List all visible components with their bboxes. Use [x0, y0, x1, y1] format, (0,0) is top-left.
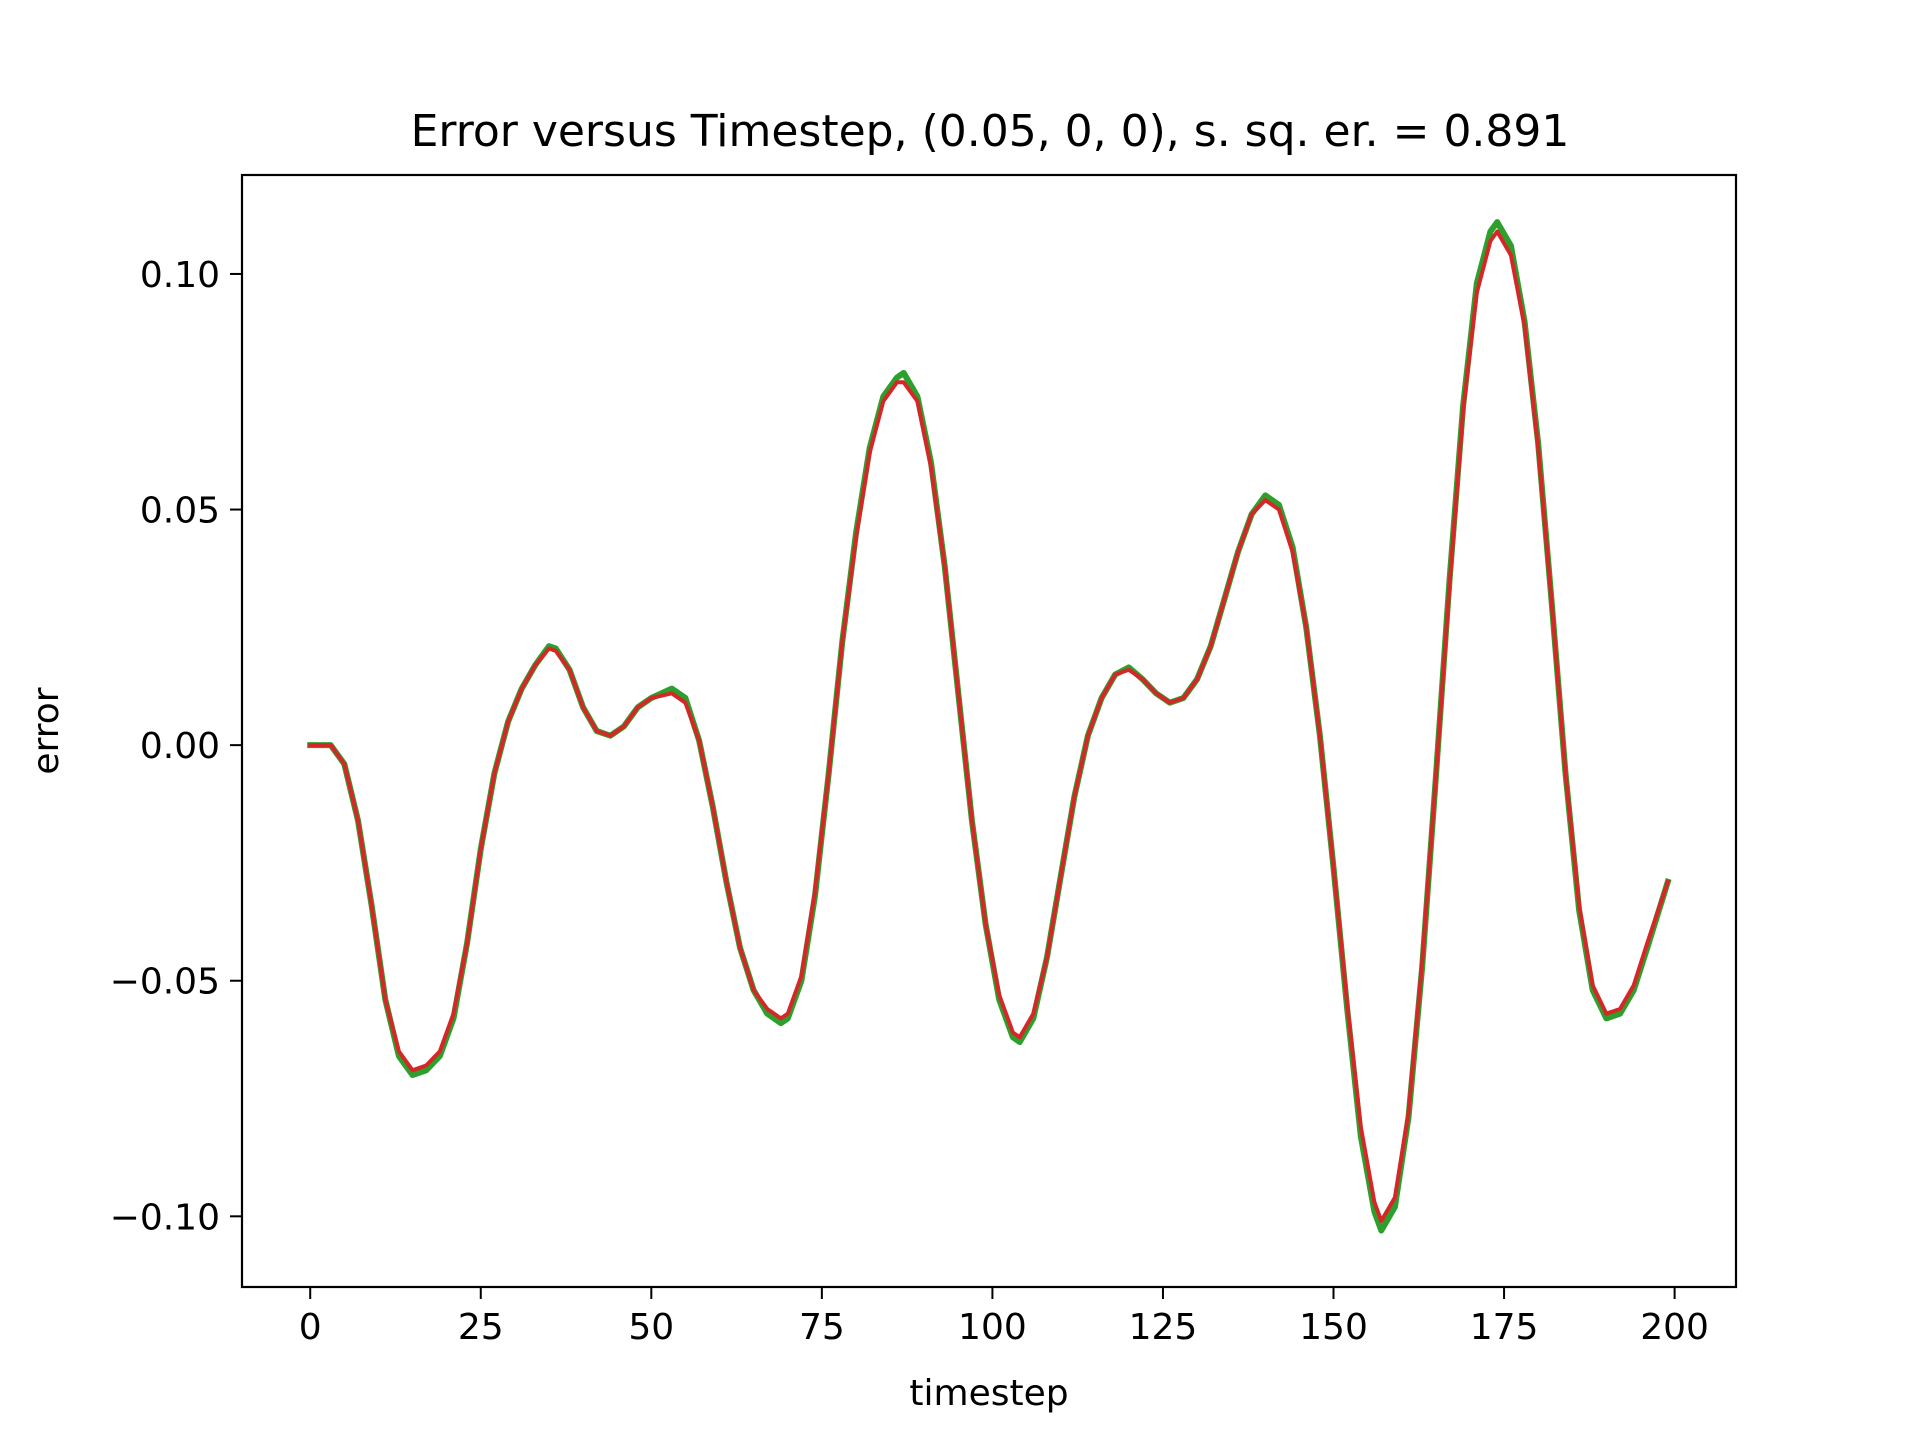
x-tick-label: 50 — [628, 1307, 674, 1348]
x-tick-label: 25 — [458, 1307, 504, 1348]
y-tick-label: −0.10 — [110, 1197, 220, 1238]
y-tick-label: 0.00 — [140, 726, 220, 767]
plot-frame — [240, 173, 1738, 1289]
x-tick-label: 175 — [1470, 1307, 1539, 1348]
series-line-2 — [308, 229, 1671, 1223]
x-axis: 0 25 50 75 100 125 150 175 200 — [299, 1287, 1709, 1348]
x-tick-label: 200 — [1640, 1307, 1709, 1348]
y-axis: −0.10 −0.05 0.00 0.05 0.10 — [110, 255, 242, 1238]
x-axis-label: timestep — [909, 1373, 1068, 1414]
x-tick-label: 150 — [1299, 1307, 1368, 1348]
y-tick-label: 0.05 — [140, 491, 220, 532]
x-tick-label: 0 — [299, 1307, 322, 1348]
y-axis-label: error — [26, 687, 67, 774]
x-tick-label: 125 — [1129, 1307, 1198, 1348]
x-tick-label: 100 — [958, 1307, 1027, 1348]
chart-title: Error versus Timestep, (0.05, 0, 0), s. … — [411, 106, 1570, 157]
x-tick-label: 75 — [799, 1307, 845, 1348]
series-layer — [307, 219, 1672, 1234]
y-tick-label: 0.10 — [140, 255, 220, 296]
y-tick-label: −0.05 — [110, 962, 220, 1003]
